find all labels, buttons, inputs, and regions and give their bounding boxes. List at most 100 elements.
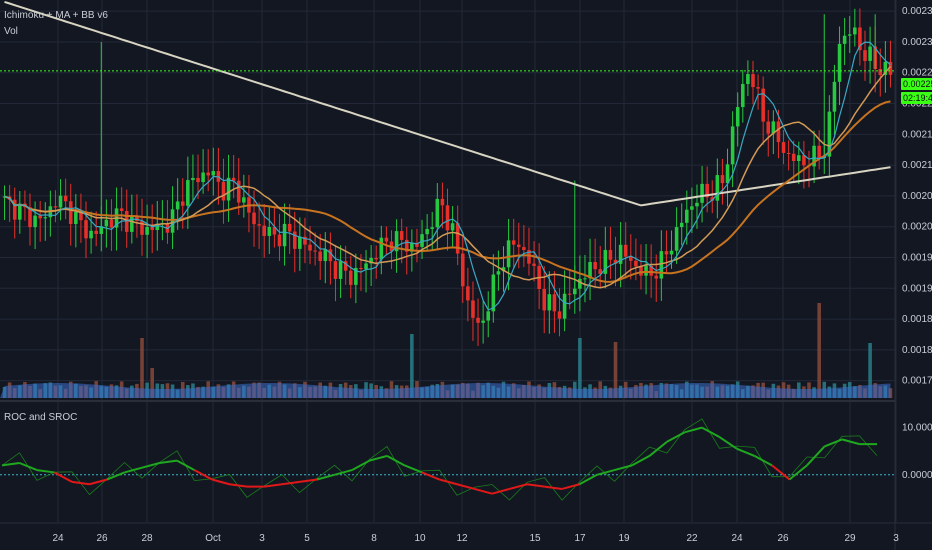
sroc-segment — [666, 431, 685, 443]
candle-body — [394, 231, 399, 252]
candle-body — [501, 267, 506, 272]
candle-body — [781, 142, 786, 153]
x-tick-label: 8 — [371, 533, 377, 544]
candle-body — [124, 210, 129, 232]
candle-body — [532, 263, 536, 266]
x-tick-label: 17 — [574, 533, 586, 544]
y-tick-label: 0.001950 — [902, 253, 932, 264]
candle-body — [186, 180, 190, 206]
sroc-segment — [491, 487, 510, 495]
sroc-segment — [684, 426, 703, 434]
x-tick-label: 12 — [456, 533, 468, 544]
candle-body — [756, 87, 760, 89]
sroc-segment — [264, 483, 283, 488]
candle-body — [618, 244, 623, 264]
sroc-segment — [176, 459, 195, 471]
candle-body — [18, 203, 22, 220]
x-tick-label: 19 — [618, 533, 630, 544]
sroc-segment — [788, 464, 808, 481]
sroc-segment — [386, 455, 405, 467]
candle-body — [221, 181, 226, 201]
candle-body — [588, 262, 592, 279]
sroc-segment — [509, 483, 528, 490]
candle-body — [119, 208, 124, 211]
candle-body — [659, 251, 664, 279]
candle-body — [404, 239, 409, 252]
vol-indicator-legend[interactable]: Vol — [4, 26, 18, 37]
candle-body — [583, 278, 587, 280]
sroc-segment — [334, 469, 353, 476]
candle-body — [741, 84, 745, 108]
sroc-segment — [474, 487, 493, 495]
candle-body — [63, 195, 68, 202]
candle-body — [522, 247, 526, 251]
roc-indicator-legend[interactable]: ROC and SROC — [4, 412, 78, 423]
candle-body — [333, 261, 338, 279]
candle-body — [746, 74, 750, 85]
candle-body — [175, 201, 180, 210]
candle-body — [466, 286, 470, 301]
sroc-segment — [701, 426, 720, 438]
sroc-segment — [1, 462, 20, 467]
candle-body — [374, 257, 379, 260]
candle-body — [191, 177, 195, 181]
candle-body — [593, 262, 597, 270]
x-tick-label: 5 — [304, 533, 310, 544]
axes: 0.002350 0.002300 0.002250 0.002200 0.002150… — [52, 6, 932, 544]
y-tick-label: 0.002350 — [902, 6, 932, 17]
volume-bar — [150, 368, 154, 398]
candle-body — [674, 227, 679, 251]
candle-body — [685, 209, 689, 223]
sroc-segment — [771, 464, 791, 481]
candle-body — [527, 250, 531, 264]
candle-body — [430, 227, 435, 229]
candle-body — [496, 271, 501, 275]
volume-bar — [888, 388, 893, 398]
candle-body — [328, 249, 333, 262]
x-tick-label: 26 — [777, 533, 789, 544]
candle-body — [94, 230, 98, 234]
candle-body — [252, 212, 256, 225]
main-indicator-legend[interactable]: Ichimoku + MA + BB v6 — [4, 10, 108, 21]
candle-body — [705, 183, 709, 198]
candle-body — [28, 207, 32, 228]
candle-body — [384, 237, 389, 242]
y-tick-label: 0.002050 — [902, 191, 932, 202]
candle-body — [170, 209, 175, 233]
candle-body — [262, 225, 266, 236]
moving-averages — [0, 0, 895, 311]
candle-body — [623, 244, 628, 257]
y-tick-label: 0.002000 — [902, 222, 932, 233]
candle-body — [410, 242, 414, 252]
candle-body — [837, 43, 842, 82]
candle-body — [791, 153, 796, 162]
candle-body — [613, 259, 618, 264]
candle-body — [629, 256, 633, 261]
sroc-segment — [421, 471, 440, 481]
candle-body — [74, 211, 78, 224]
sroc-segment — [71, 480, 90, 486]
sroc-segment — [141, 462, 160, 469]
countdown-tag: 02:19:43 — [901, 92, 932, 104]
x-tick-label: 28 — [141, 533, 153, 544]
candle-body — [649, 265, 653, 276]
volume-bar — [410, 334, 414, 398]
candle-body — [725, 164, 730, 184]
candle-body — [460, 253, 465, 287]
candle-body — [476, 317, 480, 323]
candle-body — [379, 237, 384, 260]
sroc-segment — [439, 478, 458, 486]
candle-body — [33, 215, 37, 228]
candle-body — [211, 171, 216, 176]
candle-body — [104, 219, 109, 227]
candle-body — [354, 267, 358, 285]
candle-body — [664, 251, 669, 255]
candle-body — [516, 244, 521, 248]
candle-body — [242, 197, 246, 203]
candle-body — [140, 220, 144, 235]
candle-body — [715, 175, 720, 201]
sroc-segment — [351, 459, 370, 471]
candle-body — [542, 289, 547, 311]
